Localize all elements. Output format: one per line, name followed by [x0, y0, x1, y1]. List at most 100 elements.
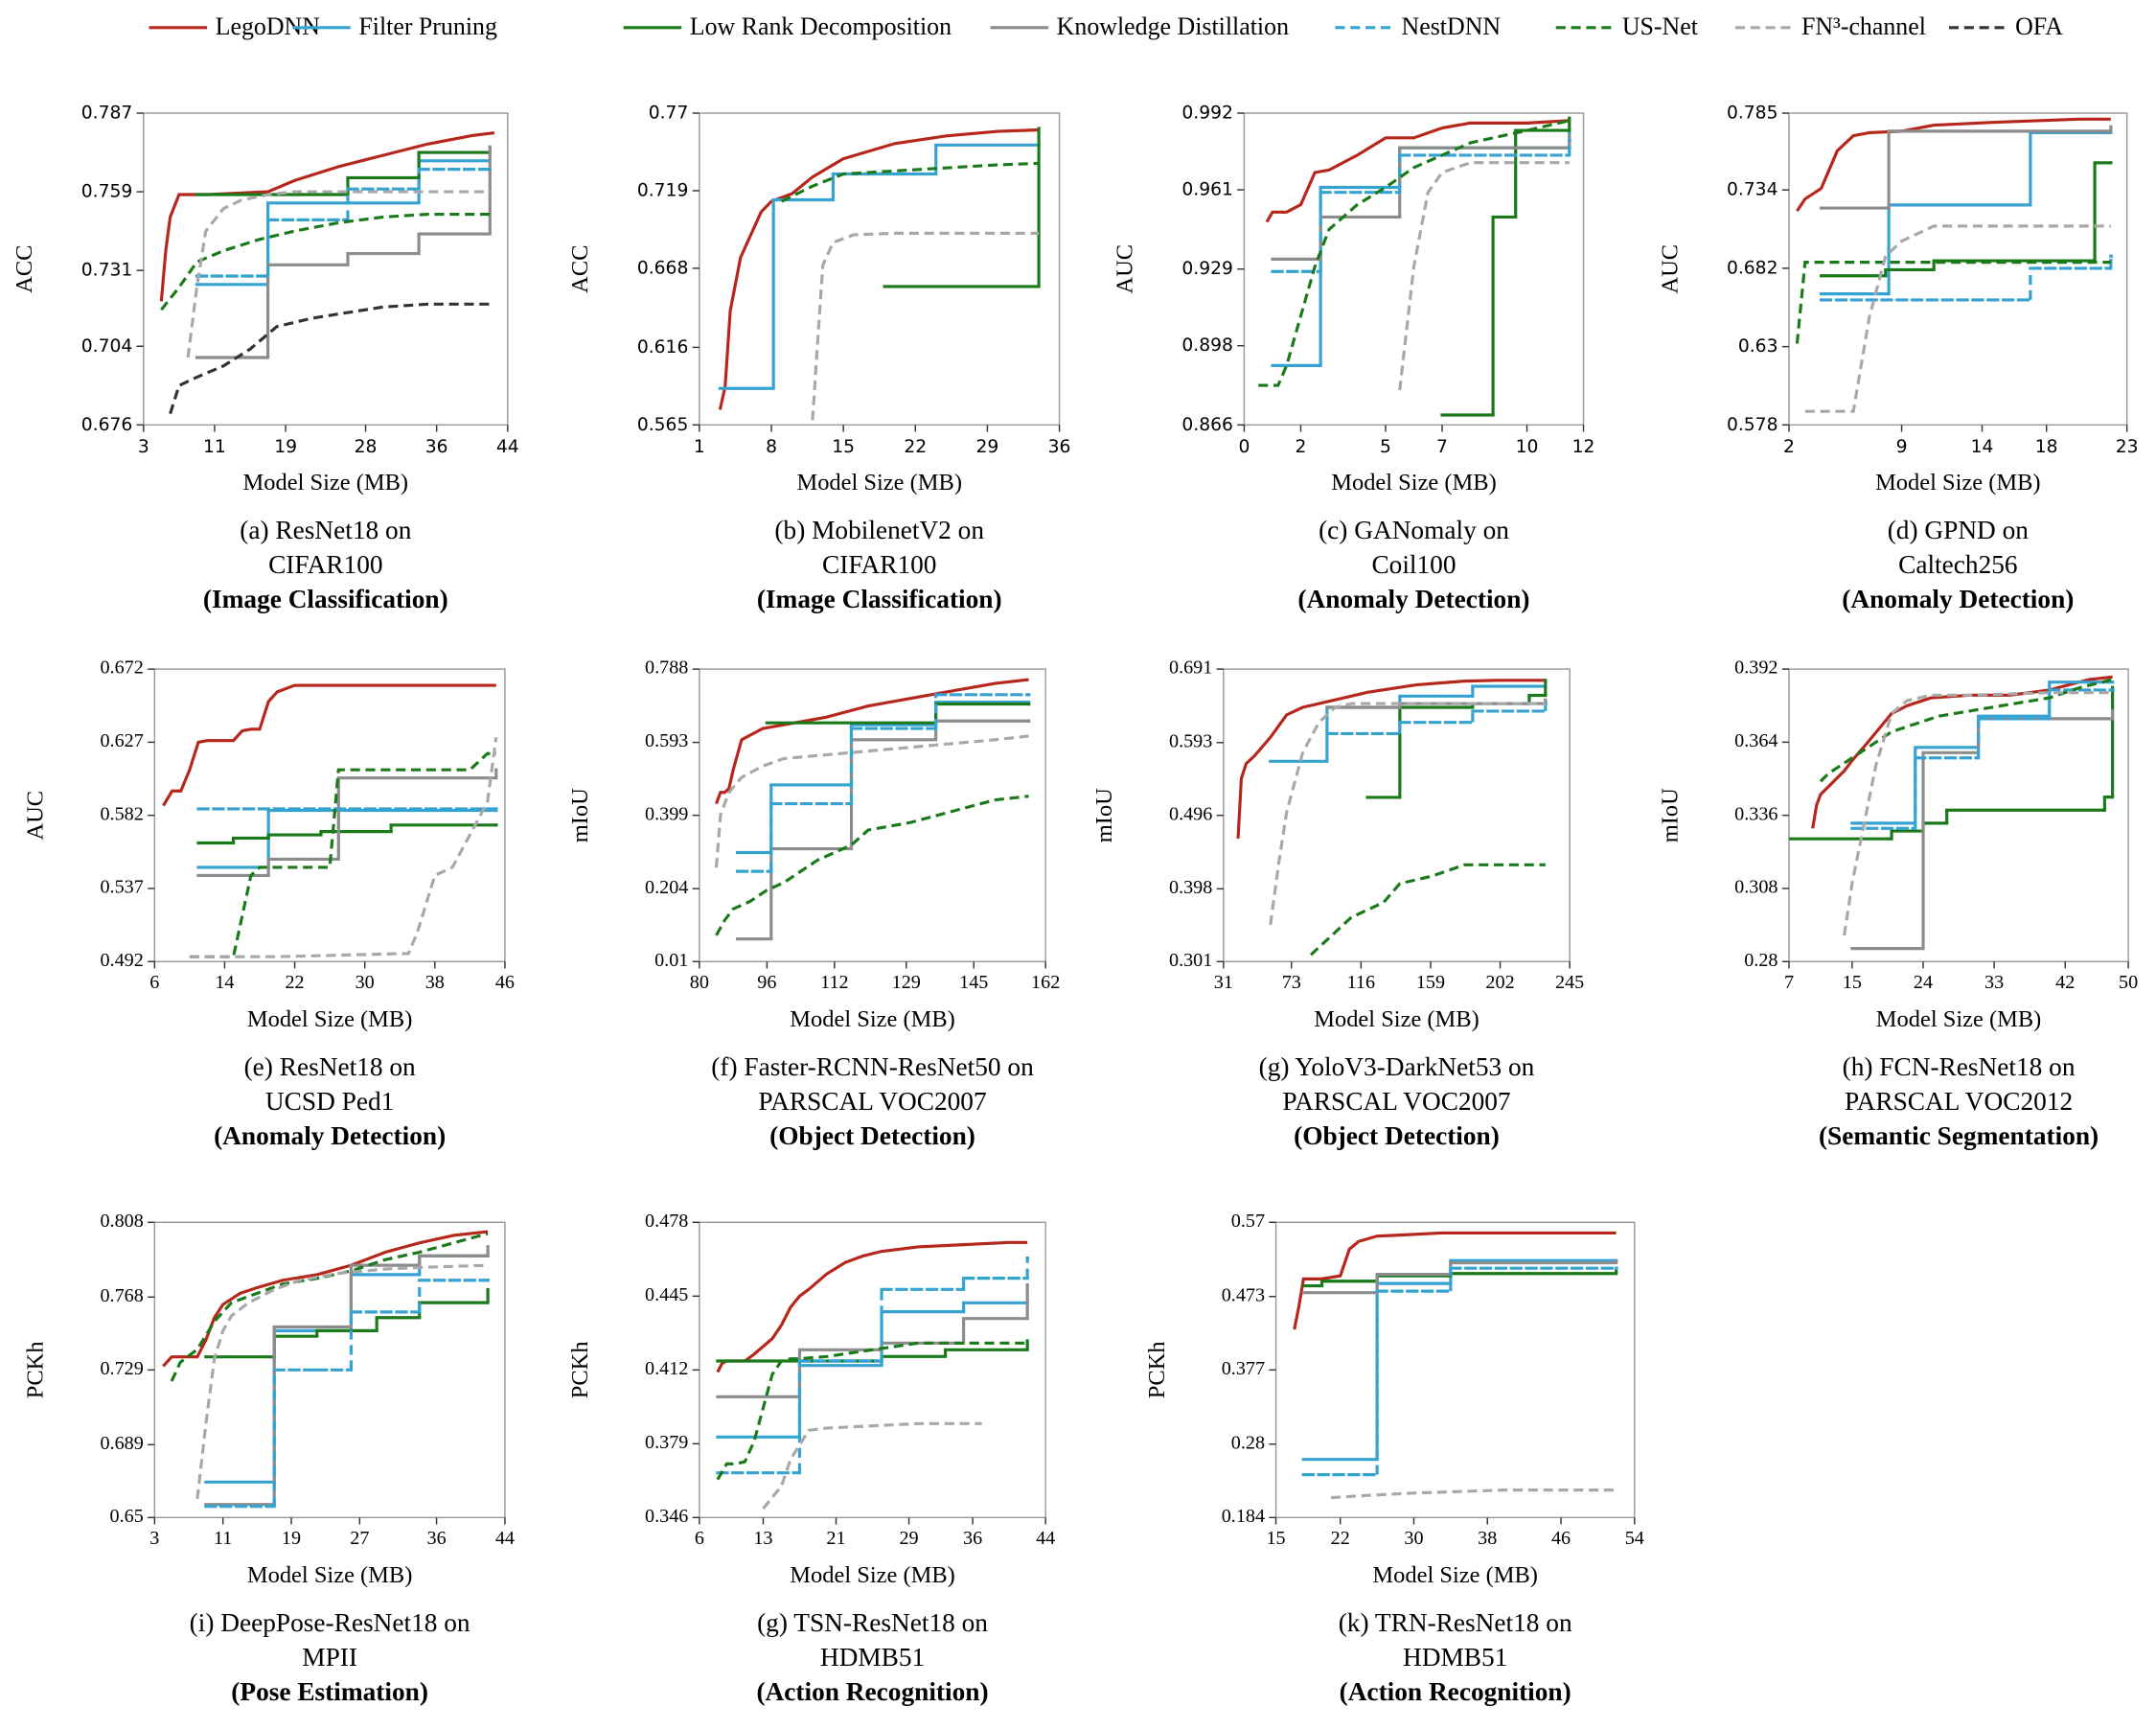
- x-tick-label: 21: [826, 1528, 845, 1549]
- legend-item: US-Net: [1555, 12, 1699, 40]
- series-line: [1269, 702, 1546, 926]
- y-tick-label: 0.898: [1181, 335, 1233, 356]
- plot-frame: [1223, 668, 1571, 962]
- caption-line: PARSCAL VOC2007: [758, 1087, 986, 1116]
- series-group: [1293, 1231, 1618, 1500]
- caption-line: CIFAR100: [268, 550, 382, 579]
- x-axis-label: Model Size (MB): [1876, 1006, 2042, 1032]
- caption-task: (Action Recognition): [1340, 1677, 1571, 1706]
- subplot: 0.301 0.398 0.496 0.593 0.691 31 73 116 159 202 24…: [1091, 657, 1584, 1150]
- caption-line: MPII: [302, 1643, 357, 1672]
- y-tick-label: 0.28: [1744, 950, 1778, 971]
- plot-frame: [153, 668, 506, 962]
- x-tick-label: 7: [1784, 972, 1794, 993]
- legend-label: FN³-channel: [1801, 12, 1926, 40]
- x-tick-label: 28: [355, 437, 378, 457]
- caption-line: (c) GANomaly on: [1319, 516, 1509, 544]
- x-tick-label: 29: [899, 1528, 918, 1549]
- y-axis-label: PCKh: [567, 1341, 593, 1398]
- caption-task: (Anomaly Detection): [1297, 585, 1529, 613]
- caption-line: (g) TSN-ResNet18 on: [757, 1608, 988, 1637]
- series-line: [811, 231, 1040, 421]
- series-line: [162, 1230, 489, 1368]
- y-tick-label: 0.308: [1734, 877, 1778, 898]
- y-tick-label: 0.768: [100, 1285, 143, 1306]
- x-tick-label: 29: [976, 437, 999, 457]
- x-tick-label: 38: [425, 972, 445, 993]
- y-tick-label: 0.301: [1169, 950, 1212, 971]
- x-tick-label: 8: [766, 437, 777, 457]
- series-line: [715, 678, 1029, 805]
- y-tick-label: 0.689: [100, 1433, 143, 1454]
- y-tick-label: 0.676: [81, 415, 133, 435]
- series-line: [1236, 679, 1546, 840]
- series-line: [159, 130, 495, 302]
- y-tick-label: 0.496: [1169, 803, 1212, 824]
- caption-line: (k) TRN-ResNet18 on: [1339, 1608, 1572, 1637]
- series-group: [1789, 675, 2115, 951]
- x-tick-label: 11: [203, 437, 226, 457]
- y-tick-label: 0.364: [1734, 730, 1778, 751]
- series-group: [718, 127, 1041, 421]
- y-tick-label: 0.992: [1181, 104, 1233, 124]
- caption-line: (f) Faster-RCNN-ResNet50 on: [711, 1052, 1034, 1081]
- series-line: [160, 212, 491, 311]
- caption-line: Coil100: [1371, 550, 1456, 579]
- x-tick-label: 3: [138, 437, 149, 457]
- series-group: [159, 130, 495, 415]
- x-tick-label: 116: [1347, 972, 1375, 993]
- series-line: [716, 1341, 1028, 1481]
- x-tick-label: 44: [495, 1528, 515, 1549]
- x-tick-label: 31: [1214, 972, 1233, 993]
- x-tick-label: 15: [832, 437, 855, 457]
- y-tick-label: 0.672: [100, 657, 143, 679]
- x-tick-label: 22: [285, 972, 304, 993]
- x-tick-label: 145: [959, 972, 988, 993]
- x-tick-label: 19: [282, 1528, 301, 1549]
- y-tick-label: 0.616: [637, 337, 689, 358]
- caption-line: (a) ResNet18 on: [240, 516, 411, 544]
- y-tick-label: 0.582: [100, 803, 143, 824]
- plot-frame: [1788, 112, 2128, 427]
- y-tick-label: 0.379: [645, 1432, 688, 1453]
- y-tick-label: 0.565: [637, 415, 689, 435]
- legend-label: US-Net: [1622, 12, 1699, 40]
- x-axis-label: Model Size (MB): [796, 470, 962, 496]
- x-tick-label: 23: [2116, 437, 2139, 457]
- x-tick-label: 11: [214, 1528, 232, 1549]
- x-tick-label: 7: [1436, 437, 1448, 457]
- x-tick-label: 96: [757, 972, 776, 993]
- x-tick-label: 19: [274, 437, 297, 457]
- y-axis-label: mIoU: [1657, 788, 1683, 842]
- series-group: [162, 1230, 490, 1509]
- y-tick-label: 0.184: [1222, 1506, 1265, 1527]
- y-tick-label: 0.734: [1727, 180, 1778, 200]
- x-axis-label: Model Size (MB): [790, 1562, 955, 1588]
- series-line: [1796, 117, 2111, 213]
- caption-line: (d) GPND on: [1888, 516, 2030, 544]
- caption-task: (Image Classification): [757, 585, 1002, 613]
- x-tick-label: 44: [496, 437, 519, 457]
- series-line: [762, 1421, 982, 1510]
- caption-task: (Image Classification): [203, 585, 448, 613]
- y-tick-label: 0.731: [81, 261, 133, 281]
- y-tick-label: 0.478: [645, 1211, 688, 1232]
- caption-line: UCSD Ped1: [265, 1087, 394, 1116]
- caption-task: (Semantic Segmentation): [1819, 1121, 2099, 1150]
- y-tick-label: 0.473: [1222, 1284, 1265, 1305]
- y-tick-label: 0.77: [649, 104, 689, 124]
- x-tick-label: 6: [149, 972, 159, 993]
- caption-task: (Anomaly Detection): [1842, 585, 2074, 613]
- y-tick-label: 0.593: [1169, 730, 1212, 751]
- y-tick-label: 0.346: [645, 1506, 688, 1527]
- subplot: 0.578 0.63 0.682 0.734 0.785 2 9 14 18 23 AUC Model…: [1657, 104, 2138, 613]
- x-axis-label: Model Size (MB): [1875, 470, 2041, 496]
- x-tick-label: 13: [753, 1528, 772, 1549]
- series-line: [1843, 691, 2113, 936]
- x-axis-label: Model Size (MB): [790, 1006, 955, 1032]
- x-tick-label: 2: [1296, 437, 1307, 457]
- x-tick-label: 14: [215, 972, 234, 993]
- y-tick-label: 0.01: [654, 950, 688, 971]
- y-axis-label: PCKh: [23, 1341, 49, 1398]
